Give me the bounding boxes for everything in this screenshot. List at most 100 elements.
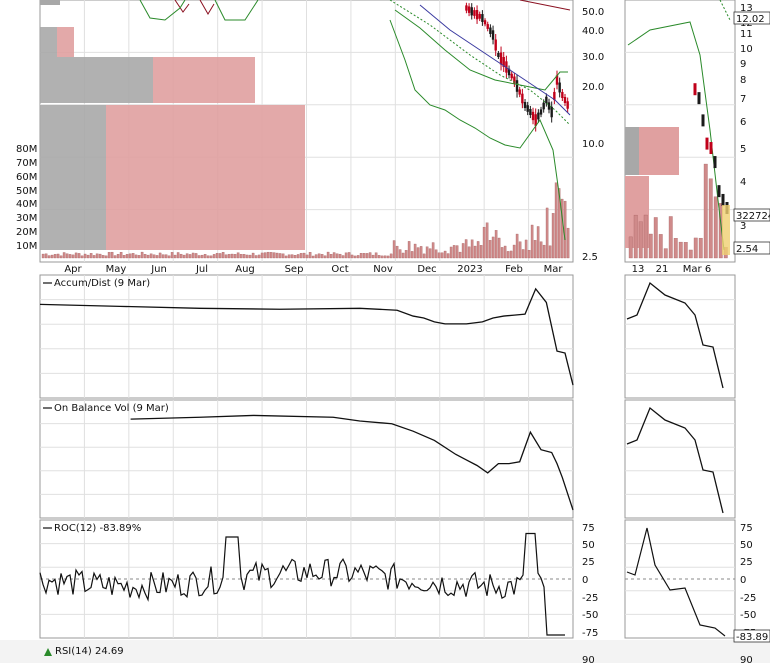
volume-bar [563,200,567,259]
candle-body [545,96,548,104]
volume-bar [269,252,273,259]
rsi-title: RSI(14) 24.69 [55,646,124,657]
price-axis-tick-label: 40.0 [582,26,604,37]
volume-bar [224,254,228,259]
candle-body [566,101,569,109]
volume-bar [131,253,135,259]
volume-bar [62,252,66,259]
x-axis-tick-label: Jun [150,264,167,275]
roc-axis-tick-label: 25 [582,557,595,568]
rsi-zoom-axis-tick-label: 90 [740,655,753,663]
zoom-volume-bar [648,233,653,259]
volume-bar [305,254,309,259]
volume-bar [119,252,123,259]
volume-bar [92,255,96,259]
zoom-volume-bar [698,237,703,259]
volume-bar [191,252,195,259]
zoom-volume-bar [658,234,663,259]
volume-bar [311,255,315,259]
volume-bar [71,254,75,259]
price-value-label: 12.02 [736,14,765,25]
price-value-box [733,241,770,255]
volume-axis-tick-label: 20M [16,227,37,238]
rsi-axis-tick-label: 90 [582,655,595,663]
chart-labels: 50.040.030.020.010.02.580M70M60M50M40M30… [16,3,770,663]
price-value-box [733,11,770,25]
volume-bar [128,253,132,259]
volume-bar [56,253,60,259]
candle-body [473,10,476,16]
zoom-price-axis-tick-label: 3 [740,221,746,232]
zoom-x-axis-tick-label: Mar 6 [683,264,711,275]
roc-axis-tick-label: -75 [582,628,598,639]
candle-body [494,39,497,51]
roc-value-label: -83.89 [736,632,768,643]
zoom-candle-body [697,92,701,105]
zoom-moving-average-line [719,0,731,21]
volume-bar [47,255,51,259]
candle-body [467,6,471,13]
zoom-price-axis-tick-label: 10 [740,44,753,55]
candle-body [534,114,537,126]
volume-bar [464,239,468,259]
volume-bar [86,254,90,259]
zoom-candle-body [709,142,713,155]
volume-bar [287,254,291,259]
volume-bar [140,251,144,259]
candle-body [531,111,535,121]
volume-bar [332,252,336,259]
x-axis-tick-label: May [106,264,127,275]
volume-bar [77,253,81,259]
volume-bar [164,254,168,259]
volume-bar [299,253,303,259]
candle-body [526,105,529,112]
zoom-volume-by-price-block [639,127,679,175]
chart-marks [39,0,735,637]
x-axis-tick-label: Nov [373,264,393,275]
volume-bar [341,255,345,259]
volume-bar [350,254,354,259]
volume-bar [266,251,270,259]
volume-bar [278,253,282,259]
zoom-volume-bar [668,216,673,259]
candle-body [497,52,500,58]
volume-bar [410,251,414,259]
zoom-volume-bar [678,241,683,259]
x-axis-tick-label: Aug [235,264,255,275]
volume-bar [356,255,360,259]
volume-bar [512,244,516,259]
volume-bar [530,224,534,259]
zoom-panel-frame [624,274,736,399]
accum-dist-zoom-line [626,281,724,389]
volume-bar [50,254,54,259]
volume-bar [254,255,258,259]
roc-zoom-axis-tick-label: -50 [740,610,756,621]
volume-bar [248,254,252,259]
candle-cluster [174,0,190,13]
zoom-volume-bar [633,214,638,259]
moving-average-line [419,4,571,116]
roc-zoom-axis-tick-label: 0 [740,575,746,586]
volume-bar [449,246,453,259]
volume-bar [83,253,87,259]
volume-bar [320,254,324,259]
volume-axis-tick-label: 40M [16,199,37,210]
candle-body [515,80,519,92]
roc-axis-tick-label: -50 [582,610,598,621]
roc-line [39,532,565,636]
volume-bar [422,253,426,259]
candle-body [475,10,479,20]
volume-bar [113,255,117,259]
volume-bar [101,255,105,259]
price-value-box [733,208,770,222]
volume-bar [194,253,198,259]
volume-bar [497,237,501,259]
volume-bar [185,253,189,259]
obv-title: On Balance Vol (9 Mar) [54,403,169,414]
accum-dist-line [39,287,574,386]
volume-bar [242,254,246,259]
volume-bar [155,255,159,259]
volume-bar [80,255,84,259]
roc-zoom-line [626,527,726,637]
volume-bar [296,254,300,259]
